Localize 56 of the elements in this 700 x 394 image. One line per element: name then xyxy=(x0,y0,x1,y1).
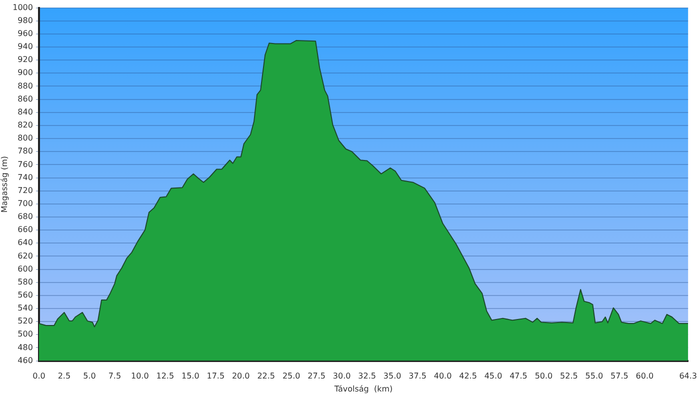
y-tick-label: 900 xyxy=(18,68,33,78)
y-tick-label: 980 xyxy=(18,16,33,25)
y-tick-label: 800 xyxy=(18,134,33,143)
y-tick-label: 520 xyxy=(18,316,33,326)
y-tick-label: 640 xyxy=(18,238,33,248)
x-tick-label: 12.5 xyxy=(156,372,174,381)
y-tick-label: 720 xyxy=(18,186,33,195)
y-tick-label: 860 xyxy=(18,94,33,104)
x-tick-label: 42.5 xyxy=(459,372,477,381)
x-tick-label: 60.0 xyxy=(636,372,654,381)
y-tick-label: 820 xyxy=(18,120,33,130)
y-axis-title: Magasság (m) xyxy=(0,156,9,213)
y-tick-label: 840 xyxy=(18,107,33,116)
x-axis-title: Távolság (km) xyxy=(333,384,393,394)
y-tick-label: 740 xyxy=(18,172,33,182)
x-tick-label: 45.0 xyxy=(484,372,502,381)
y-tick-label: 680 xyxy=(18,212,33,222)
x-tick-label: 50.0 xyxy=(534,372,553,381)
y-tick-label: 600 xyxy=(18,264,33,274)
x-tick-label: 52.5 xyxy=(560,372,578,381)
y-tick-label: 620 xyxy=(18,251,33,260)
y-tick-label: 880 xyxy=(18,81,33,90)
x-tick-label: 22.5 xyxy=(257,372,276,381)
x-tick-label: 40.0 xyxy=(434,372,452,381)
x-tick-label: 27.5 xyxy=(308,372,326,381)
y-tick-label: 960 xyxy=(18,29,33,38)
y-tick-label: 920 xyxy=(18,55,33,64)
x-tick-label: 55.0 xyxy=(585,372,604,381)
x-tick-label: 64.3 xyxy=(679,372,697,381)
y-tick-label: 500 xyxy=(18,330,33,339)
y-tick-label: 760 xyxy=(18,160,33,169)
x-tick-label: 20.0 xyxy=(232,372,250,381)
x-tick-label: 32.5 xyxy=(358,372,376,381)
x-tick-label: 0.0 xyxy=(32,372,46,381)
x-tick-label: 5.0 xyxy=(83,372,96,381)
y-tick-label: 580 xyxy=(18,277,33,286)
x-tick-label: 47.5 xyxy=(510,372,528,381)
x-tick-label: 37.5 xyxy=(408,372,426,381)
y-tick-label: 940 xyxy=(18,42,33,52)
x-tick-label: 15.0 xyxy=(181,372,200,381)
x-tick-label: 17.5 xyxy=(206,372,225,381)
y-tick-label: 480 xyxy=(18,342,33,352)
x-tick-label: 30.0 xyxy=(332,372,351,381)
y-tick-label: 1000 xyxy=(12,2,33,12)
y-tick-label: 540 xyxy=(18,304,33,313)
y-tick-label: 700 xyxy=(18,198,33,208)
x-tick-label: 10.0 xyxy=(131,372,149,381)
y-tick-label: 780 xyxy=(18,146,33,156)
x-tick-label: 35.0 xyxy=(383,372,402,381)
y-tick-label: 560 xyxy=(18,290,33,300)
y-tick-label: 660 xyxy=(18,225,33,234)
x-tick-label: 7.5 xyxy=(108,372,122,381)
x-tick-label: 25.0 xyxy=(282,372,300,381)
x-tick-label: 2.5 xyxy=(58,372,71,381)
y-tick-label: 460 xyxy=(18,356,33,365)
x-tick-label: 57.5 xyxy=(610,372,628,381)
